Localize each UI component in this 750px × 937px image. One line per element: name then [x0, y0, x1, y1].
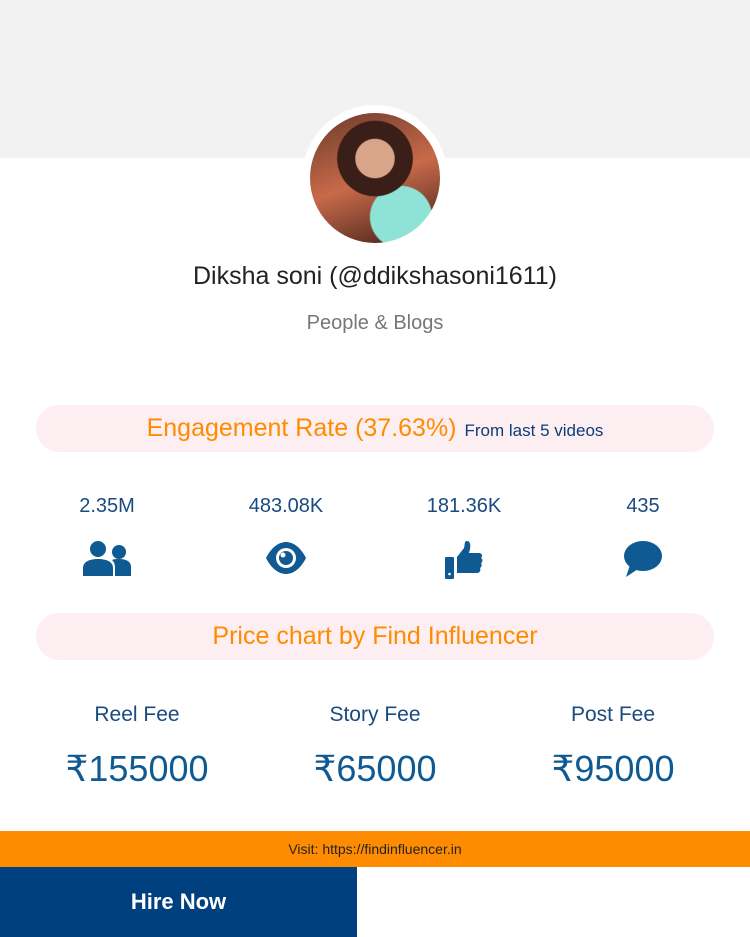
profile-name: Diksha soni (@ddikshasoni1611): [193, 262, 557, 290]
likes-count: 181.36K: [426, 495, 502, 517]
post-fee-value: ₹95000: [551, 748, 675, 789]
thumbs-up-icon: [389, 540, 539, 580]
hire-now-button[interactable]: Hire Now: [0, 867, 357, 937]
profile-category: People & Blogs: [306, 312, 444, 334]
story-fee-label: Story Fee: [329, 703, 421, 726]
comments-count: 435: [626, 495, 660, 517]
avatar-image: [310, 113, 440, 243]
eye-icon: [211, 540, 361, 576]
post-fee-label: Post Fee: [570, 703, 656, 726]
price-chart-title: Price chart by Find Influencer: [212, 622, 538, 650]
reel-fee-value: ₹155000: [65, 748, 209, 789]
visit-link[interactable]: Visit: https://findinfluencer.in: [0, 831, 750, 867]
avatar: [302, 105, 448, 251]
reel-fee-label: Reel Fee: [94, 703, 180, 726]
users-icon: [32, 540, 182, 576]
price-chart-banner: Price chart by Find Influencer: [36, 613, 714, 660]
subscribers-count: 2.35M: [79, 495, 135, 517]
engagement-banner: Engagement Rate (37.63%) From last 5 vide…: [36, 405, 714, 452]
story-fee-value: ₹65000: [313, 748, 437, 789]
engagement-subtitle: From last 5 videos: [464, 421, 604, 440]
views-count: 483.08K: [248, 495, 324, 517]
comment-icon: [568, 540, 718, 578]
engagement-rate: Engagement Rate (37.63%): [146, 414, 457, 442]
